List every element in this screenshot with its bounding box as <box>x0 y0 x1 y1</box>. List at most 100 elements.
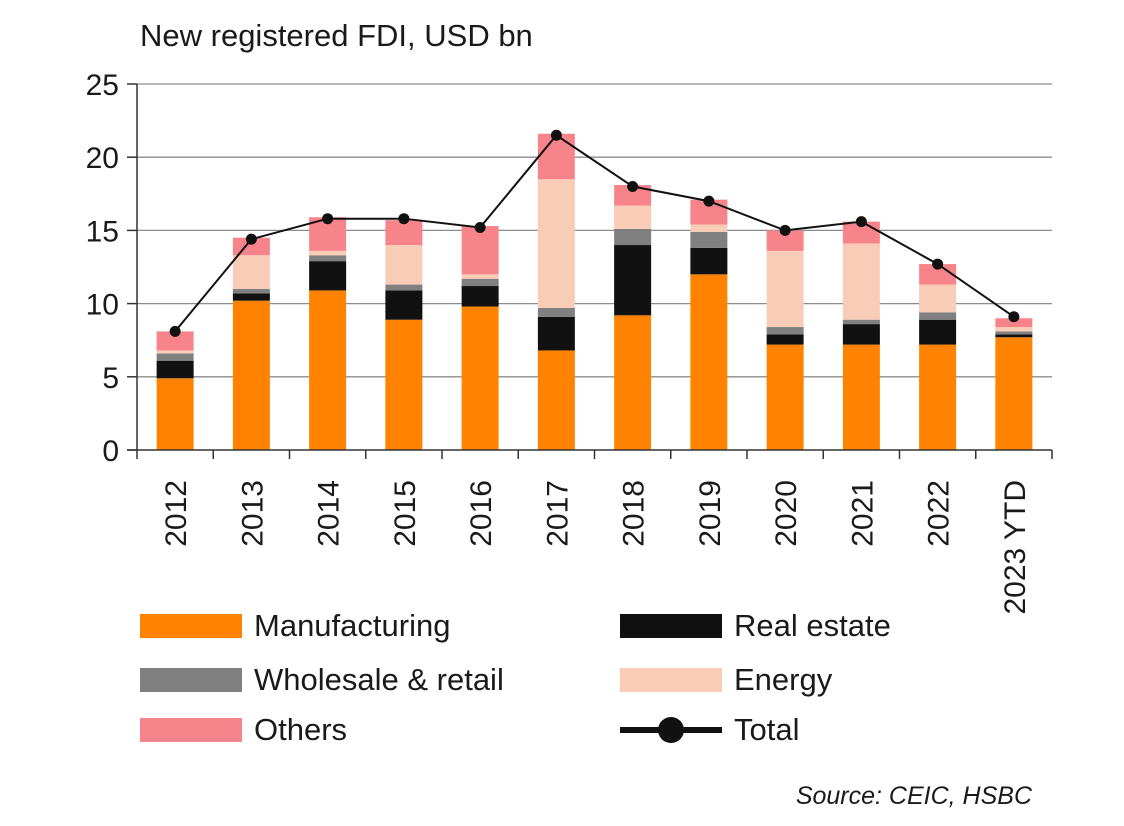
legend-item-total: Total <box>620 710 799 750</box>
total-point-2016 <box>474 221 486 233</box>
bar-manufacturing-2016 <box>461 306 499 450</box>
y-tick-label: 25 <box>86 69 119 102</box>
legend-item-energy: Energy <box>620 660 832 700</box>
legend: Manufacturing Real estate Wholesale & re… <box>140 606 940 756</box>
legend-swatch-energy <box>620 668 722 692</box>
legend-label-total: Total <box>734 712 800 747</box>
chart-title: New registered FDI, USD bn <box>140 18 533 53</box>
bar-others-2018 <box>614 185 652 206</box>
bar-energy-2012 <box>156 350 194 354</box>
bar-manufacturing-2020 <box>766 344 804 450</box>
total-point-2019 <box>703 195 715 207</box>
total-point-2012 <box>169 325 181 337</box>
bar-manufacturing-2023-ytd <box>995 337 1033 450</box>
legend-item-real-estate: Real estate <box>620 606 891 646</box>
bar-others-2012 <box>156 331 194 351</box>
bar-wholesale-retail-2020 <box>766 327 804 335</box>
bar-manufacturing-2017 <box>537 350 575 450</box>
bar-wholesale-retail-2022 <box>919 312 957 320</box>
bar-manufacturing-2018 <box>614 315 652 450</box>
bar-energy-2022 <box>919 284 957 313</box>
legend-swatch-wholesale-retail <box>140 668 242 692</box>
bar-others-2023-ytd <box>995 318 1033 328</box>
x-tick-label: 2021 <box>846 480 879 547</box>
total-line <box>174 133 1015 333</box>
bar-energy-2016 <box>461 274 499 279</box>
bar-real-estate-2021 <box>842 324 880 345</box>
total-point-2017 <box>550 129 562 141</box>
x-tick-label: 2022 <box>923 480 956 547</box>
bar-others-2016 <box>461 226 499 275</box>
bar-energy-2020 <box>766 250 804 328</box>
bar-real-estate-2022 <box>919 319 957 345</box>
bar-energy-2021 <box>842 243 880 320</box>
bar-real-estate-2023-ytd <box>995 334 1033 338</box>
x-tick-label: 2012 <box>160 480 193 547</box>
bar-others-2020 <box>766 230 804 251</box>
bar-wholesale-retail-2012 <box>156 353 194 361</box>
x-tick-label: 2020 <box>770 480 803 547</box>
legend-item-others: Others <box>140 710 347 750</box>
y-tick-label: 5 <box>102 362 119 395</box>
bar-wholesale-retail-2018 <box>614 228 652 246</box>
total-point-2023-ytd <box>1008 311 1020 323</box>
x-tick-label: 2017 <box>541 480 574 547</box>
bar-manufacturing-2021 <box>842 344 880 450</box>
bar-real-estate-2015 <box>385 290 423 320</box>
legend-item-wholesale-retail: Wholesale & retail <box>140 660 504 700</box>
source-note: Source: CEIC, HSBC <box>795 782 1032 810</box>
bar-energy-2013 <box>232 255 270 289</box>
bar-wholesale-retail-2021 <box>842 319 880 325</box>
bar-real-estate-2020 <box>766 334 804 345</box>
bar-energy-2023-ytd <box>995 327 1033 332</box>
x-tick-label: 2019 <box>694 480 727 547</box>
y-tick-label: 0 <box>102 435 119 468</box>
bar-manufacturing-2019 <box>690 274 728 450</box>
x-tick-label: 2018 <box>618 480 651 547</box>
bar-real-estate-2016 <box>461 286 499 307</box>
bar-real-estate-2014 <box>309 261 347 291</box>
legend-label-real-estate: Real estate <box>734 608 891 643</box>
bar-wholesale-retail-2017 <box>537 307 575 317</box>
total-point-2020 <box>779 224 791 236</box>
total-point-2013 <box>245 233 257 245</box>
bar-manufacturing-2012 <box>156 378 194 450</box>
legend-swatch-manufacturing <box>140 614 242 638</box>
legend-label-energy: Energy <box>734 662 833 697</box>
legend-label-manufacturing: Manufacturing <box>254 608 451 643</box>
legend-item-manufacturing: Manufacturing <box>140 606 450 646</box>
bar-others-2022 <box>919 264 957 285</box>
bar-others-2017 <box>537 133 575 180</box>
bar-wholesale-retail-2019 <box>690 231 728 248</box>
legend-swatch-others <box>140 718 242 742</box>
bar-wholesale-retail-2023-ytd <box>995 331 1033 335</box>
bar-energy-2018 <box>614 205 652 229</box>
bar-manufacturing-2015 <box>385 319 423 450</box>
total-point-2014 <box>322 213 334 225</box>
bar-wholesale-retail-2015 <box>385 284 423 291</box>
x-tick-label: 2013 <box>236 480 269 547</box>
legend-label-others: Others <box>254 712 348 747</box>
y-tick-label: 20 <box>86 142 119 175</box>
total-point-2022 <box>932 258 944 270</box>
bar-real-estate-2013 <box>232 293 270 301</box>
bar-manufacturing-2014 <box>309 290 347 450</box>
bar-real-estate-2017 <box>537 316 575 351</box>
legend-label-wholesale-retail: Wholesale & retail <box>254 662 504 697</box>
x-tick-label: 2023 YTD <box>999 480 1032 615</box>
bar-manufacturing-2022 <box>919 344 957 450</box>
total-point-2018 <box>627 180 639 192</box>
bar-real-estate-2012 <box>156 360 194 379</box>
bar-real-estate-2018 <box>614 245 652 316</box>
bar-wholesale-retail-2014 <box>309 255 347 262</box>
bar-others-2015 <box>385 220 423 246</box>
bar-energy-2014 <box>309 250 347 256</box>
total-point-2015 <box>398 213 410 225</box>
bar-wholesale-retail-2016 <box>461 278 499 287</box>
bar-manufacturing-2013 <box>232 300 270 450</box>
x-tick-label: 2014 <box>313 480 346 547</box>
legend-swatch-real-estate <box>620 614 722 638</box>
bar-wholesale-retail-2013 <box>232 288 270 294</box>
bar-energy-2019 <box>690 224 728 232</box>
